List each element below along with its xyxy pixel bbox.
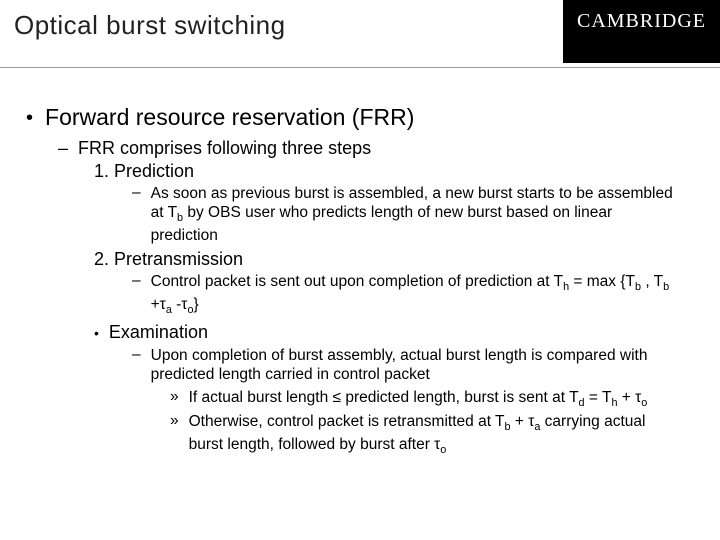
bullet-marker: •: [26, 104, 33, 132]
step-3-label: • Examination: [94, 322, 700, 344]
main-bullet: • Forward resource reservation (FRR): [26, 104, 700, 132]
step-2-detail-text: Control packet is sent out upon completi…: [151, 272, 700, 317]
bullet-marker: •: [94, 322, 99, 344]
slide-content: • Forward resource reservation (FRR) – F…: [0, 68, 720, 457]
step-3-detail-2-text: If actual burst length ≤ predicted lengt…: [189, 388, 674, 411]
dash-marker: –: [132, 272, 141, 317]
slide-header: Optical burst switching CAMBRIDGE: [0, 0, 720, 68]
step-3-detail-3-text: Otherwise, control packet is retransmitt…: [189, 412, 700, 457]
step-1-detail: – As soon as previous burst is assembled…: [132, 184, 700, 245]
cambridge-logo: CAMBRIDGE: [563, 0, 720, 63]
sub-bullet-intro: – FRR comprises following three steps: [58, 138, 700, 159]
dash-marker: –: [132, 184, 141, 245]
slide-title: Optical burst switching: [14, 10, 286, 41]
step-1-label: 1. Prediction: [94, 161, 700, 182]
step-3-detail-2: » If actual burst length ≤ predicted len…: [170, 388, 700, 411]
step-1-detail-text: As soon as previous burst is assembled, …: [151, 184, 700, 245]
dash-marker: –: [132, 346, 141, 385]
step-3-label-text: Examination: [109, 322, 208, 344]
raquo-marker: »: [170, 412, 179, 457]
step-3-detail-1: – Upon completion of burst assembly, act…: [132, 346, 700, 385]
raquo-marker: »: [170, 388, 179, 411]
main-bullet-text: Forward resource reservation (FRR): [45, 104, 414, 132]
step-3-detail-3: » Otherwise, control packet is retransmi…: [170, 412, 700, 457]
dash-marker: –: [58, 138, 68, 159]
sub-bullet-text: FRR comprises following three steps: [78, 138, 371, 159]
step-2-detail: – Control packet is sent out upon comple…: [132, 272, 700, 317]
step-2-label: 2. Pretransmission: [94, 249, 700, 270]
step-3-detail-1-text: Upon completion of burst assembly, actua…: [151, 346, 700, 385]
